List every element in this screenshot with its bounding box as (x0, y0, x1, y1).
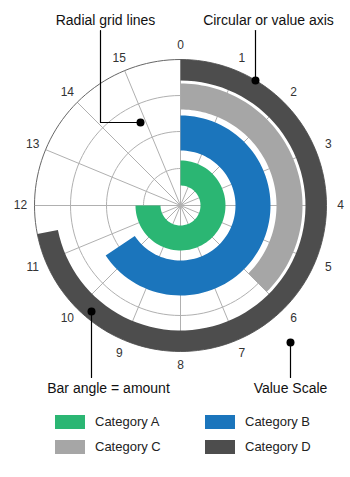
svg-text:3: 3 (325, 137, 332, 151)
svg-text:11: 11 (26, 260, 39, 274)
html-text:Category B: Category B (245, 414, 310, 429)
svg-text:5: 5 (325, 260, 332, 274)
svg-text:13: 13 (26, 137, 40, 151)
svg-text:4: 4 (337, 198, 344, 212)
svg-text:1: 1 (238, 51, 245, 65)
html-text:Category C: Category C (95, 439, 161, 454)
svg-text:6: 6 (290, 311, 297, 325)
svg-text:Value Scale: Value Scale (254, 380, 328, 396)
html-text:Category A: Category A (95, 414, 160, 429)
svg-text:Bar angle = amount: Bar angle = amount (47, 380, 170, 396)
svg-text:14: 14 (61, 85, 75, 99)
svg-text:9: 9 (116, 346, 123, 360)
svg-text:2: 2 (290, 85, 297, 99)
svg-text:7: 7 (238, 346, 245, 360)
svg-text:8: 8 (177, 358, 184, 372)
svg-text:Radial grid lines: Radial grid lines (56, 12, 156, 28)
svg-text:Circular or value axis: Circular or value axis (203, 12, 334, 28)
svg-text:10: 10 (61, 311, 75, 325)
svg-text:12: 12 (14, 198, 28, 212)
svg-text:0: 0 (177, 38, 184, 52)
svg-text:15: 15 (113, 51, 127, 65)
html-text:Category D: Category D (245, 439, 311, 454)
